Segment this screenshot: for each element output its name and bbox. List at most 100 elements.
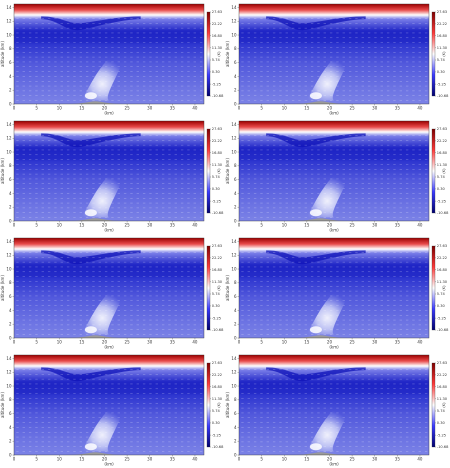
x-tick-label: 5 — [260, 223, 263, 228]
x-tick-label: 25 — [350, 223, 356, 228]
colorbar-tick-label: -10.68 — [437, 94, 449, 98]
x-tick-label: 0 — [13, 340, 16, 345]
x-tick-label: 30 — [372, 106, 378, 111]
y-axis-label: altitude (km) — [225, 275, 230, 301]
colorbar-tick-label: 5.74 — [437, 292, 446, 296]
x-tick-label: 35 — [395, 340, 401, 345]
colorbar-tick-label: 11.30 — [437, 46, 448, 50]
colorbar-tick-label: 11.30 — [212, 46, 223, 50]
x-tick-label: 40 — [192, 340, 198, 345]
colorbar-tick-label: 0.30 — [437, 421, 446, 425]
chart-panel: 0 5 10 15 20 25 30 35 40 (km) 0 2 4 6 8 10 12 14 altitude … — [0, 234, 225, 351]
y-tick-label: 8 — [9, 280, 12, 285]
x-tick-label: 10 — [282, 223, 288, 228]
x-tick-label: 25 — [125, 106, 131, 111]
x-axis-label: (km) — [329, 228, 339, 233]
colorbar-label: (K) — [442, 402, 446, 408]
plume-core — [84, 92, 97, 100]
wind-vectors — [241, 135, 428, 218]
x-tick-label: 20 — [102, 223, 108, 228]
terrain — [239, 101, 429, 104]
plot-frame — [13, 237, 205, 339]
colorbar-tick-label: 0.30 — [437, 304, 446, 308]
x-tick-label: 10 — [57, 457, 63, 462]
colorbar-tick-label: 0.30 — [437, 70, 446, 74]
x-tick-label: 15 — [304, 457, 310, 462]
terrain — [14, 335, 204, 338]
colorbar-tick-label: -5.25 — [212, 199, 221, 203]
x-tick-label: 30 — [147, 340, 153, 345]
x-tick-label: 10 — [57, 106, 63, 111]
terrain — [14, 101, 204, 104]
x-tick-label: 40 — [417, 223, 423, 228]
colorbar-tick-label: -10.68 — [212, 445, 224, 449]
x-tick-label: 0 — [238, 457, 241, 462]
x-tick-label: 40 — [417, 457, 423, 462]
x-tick-label: 30 — [147, 223, 153, 228]
y-tick-label: 6 — [9, 177, 12, 182]
colorbar-tick-label: 27.63 — [437, 127, 447, 131]
x-tick-label: 10 — [57, 340, 63, 345]
colorbar-tick-label: 11.30 — [437, 163, 448, 167]
x-axis-label: (km) — [329, 462, 339, 467]
colorbar-tick-label: -5.25 — [437, 433, 446, 437]
cold-band — [239, 383, 429, 395]
colorbar — [206, 245, 211, 331]
plot-area — [239, 355, 429, 455]
plot-frame — [13, 3, 205, 105]
colorbar-tick-label: 27.63 — [212, 127, 222, 131]
y-tick-label: 10 — [6, 149, 12, 154]
colorbar-tick-label: -10.68 — [212, 94, 224, 98]
colorbar-tick-label: 22.22 — [212, 139, 222, 143]
x-tick-label: 25 — [125, 340, 131, 345]
colorbar-tick-label: -5.25 — [437, 199, 446, 203]
terrain — [239, 452, 429, 455]
colorbar-tick-label: 11.30 — [212, 280, 223, 284]
tropopause-dip — [266, 16, 366, 31]
chart-svg: 0 5 10 15 20 25 30 35 40 (km) 0 2 4 6 8 10 12 14 altitude … — [0, 120, 224, 233]
y-axis-label: altitude (km) — [0, 392, 5, 418]
y-tick-label: 2 — [9, 205, 12, 210]
x-tick-label: 25 — [125, 223, 131, 228]
chart-svg: 0 5 10 15 20 25 30 35 40 (km) 0 2 4 6 8 10 12 14 altitude … — [0, 354, 224, 467]
x-tick-label: 40 — [417, 340, 423, 345]
colorbar — [431, 128, 436, 214]
colorbar-tick-label: 27.63 — [437, 361, 447, 365]
y-tick-label: 2 — [234, 88, 237, 93]
y-tick-label: 14 — [6, 356, 12, 361]
x-tick-label: 40 — [192, 106, 198, 111]
tropopause-dip — [266, 250, 366, 265]
y-tick-label: 4 — [9, 425, 12, 430]
y-tick-label: 0 — [234, 335, 237, 340]
y-tick-label: 12 — [231, 253, 237, 258]
x-tick-label: 25 — [350, 457, 356, 462]
x-tick-label: 15 — [79, 106, 85, 111]
colorbar-tick-label: 22.22 — [437, 256, 447, 260]
colorbar — [206, 128, 211, 214]
x-tick-label: 40 — [192, 457, 198, 462]
chart-panel: 0 5 10 15 20 25 30 35 40 (km) 0 2 4 6 8 10 12 14 altitude … — [0, 0, 225, 117]
y-tick-label: 4 — [9, 74, 12, 79]
x-tick-label: 5 — [35, 340, 38, 345]
plume-core — [309, 92, 322, 100]
y-tick-label: 0 — [9, 218, 12, 223]
colorbar-tick-label: -10.68 — [437, 211, 449, 215]
colorbar-tick-label: 16.80 — [437, 385, 448, 389]
wind-vectors — [241, 369, 428, 452]
x-tick-label: 30 — [372, 223, 378, 228]
y-tick-label: 14 — [231, 122, 237, 127]
y-tick-label: 14 — [6, 122, 12, 127]
x-tick-label: 10 — [57, 223, 63, 228]
x-tick-label: 15 — [79, 457, 85, 462]
chart-panel: 0 5 10 15 20 25 30 35 40 (km) 0 2 4 6 8 10 12 14 altitude … — [225, 0, 450, 117]
terrain — [14, 452, 204, 455]
colorbar-tick-label: 16.80 — [212, 268, 223, 272]
terrain — [14, 218, 204, 221]
colorbar-tick-label: 22.22 — [212, 22, 222, 26]
colorbar-tick-label: 16.80 — [437, 268, 448, 272]
y-tick-label: 10 — [231, 266, 237, 271]
x-tick-label: 25 — [350, 106, 356, 111]
plot-area — [14, 121, 204, 221]
cold-band — [239, 149, 429, 161]
x-tick-label: 20 — [102, 457, 108, 462]
